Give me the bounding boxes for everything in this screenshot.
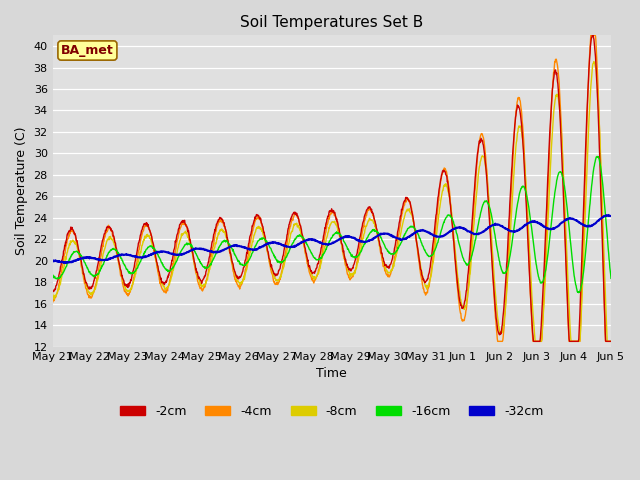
Y-axis label: Soil Temperature (C): Soil Temperature (C)	[15, 127, 28, 255]
Text: BA_met: BA_met	[61, 44, 114, 57]
X-axis label: Time: Time	[316, 367, 348, 380]
Title: Soil Temperatures Set B: Soil Temperatures Set B	[240, 15, 424, 30]
Legend: -2cm, -4cm, -8cm, -16cm, -32cm: -2cm, -4cm, -8cm, -16cm, -32cm	[115, 400, 548, 423]
